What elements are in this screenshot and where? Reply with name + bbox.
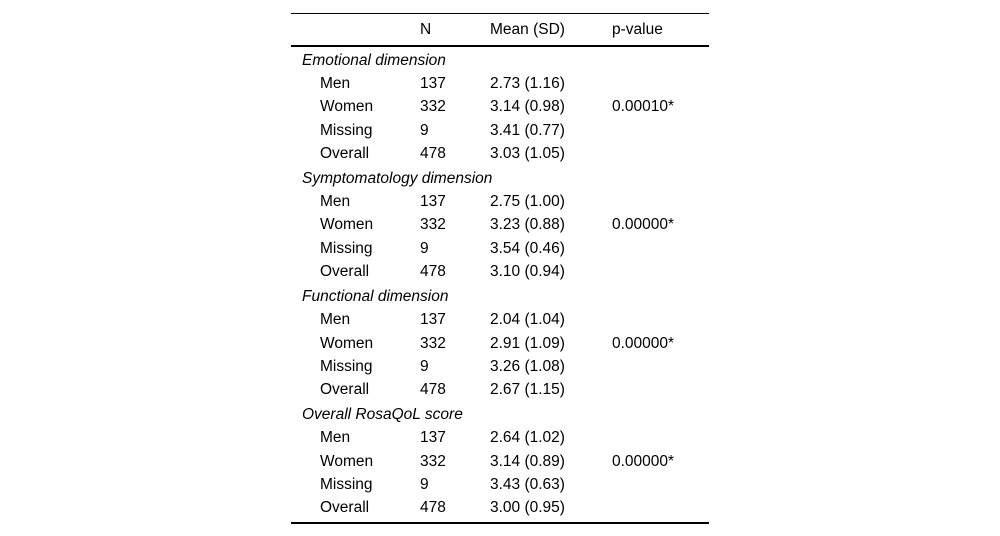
mean-sd-value: 2.91 (1.09): [490, 334, 565, 352]
mean-sd-value: 2.67 (1.15): [490, 381, 565, 399]
n-value: 137: [420, 193, 446, 211]
section-title: Overall RosaQoL score: [302, 406, 463, 424]
mean-sd-value: 3.54 (0.46): [490, 239, 565, 257]
row-label: Overall: [320, 144, 370, 162]
mean-sd-value: 3.23 (0.88): [490, 216, 565, 234]
row-label: Women: [320, 452, 374, 470]
row-label: Men: [320, 429, 351, 447]
row-label: Women: [320, 334, 374, 352]
row-label: Overall: [320, 263, 370, 280]
row-label: Missing: [320, 239, 373, 257]
table-row: Missing 9 3.26 (1.08): [291, 355, 709, 378]
table-row: Women 332 3.23 (0.88) 0.00000*: [291, 214, 709, 237]
table-body: Emotional dimension Men 137 2.73 (1.16) Wome…: [291, 47, 709, 522]
table-row: Overall 478 3.03 (1.05): [291, 142, 709, 165]
column-header-mean-sd: Mean (SD): [490, 20, 565, 38]
n-value: 137: [420, 429, 446, 447]
table-row: Overall 478 3.10 (0.94): [291, 260, 709, 283]
n-value: 332: [420, 216, 446, 234]
table-row: Women 332 3.14 (0.98) 0.00010*: [291, 96, 709, 119]
row-label: Women: [320, 98, 374, 116]
mean-sd-value: 2.04 (1.04): [490, 311, 565, 329]
n-value: 478: [420, 263, 446, 280]
row-label: Missing: [320, 357, 373, 375]
stats-table: N Mean (SD) p-value Emotional dimension M…: [291, 13, 709, 524]
table-row: Missing 9 3.43 (0.63): [291, 473, 709, 496]
n-value: 137: [420, 311, 446, 329]
p-value: 0.00000*: [612, 216, 675, 234]
mean-sd-value: 3.26 (1.08): [490, 357, 565, 375]
row-label: Women: [320, 216, 374, 234]
mean-sd-value: 3.03 (1.05): [490, 144, 565, 162]
p-value: 0.00000*: [612, 334, 675, 352]
n-value: 332: [420, 452, 446, 470]
p-value: 0.00000*: [612, 452, 675, 470]
n-value: 9: [420, 121, 429, 139]
p-value: 0.00010*: [612, 98, 675, 116]
table-row: Overall 478 3.00 (0.95): [291, 497, 709, 520]
row-label: Missing: [320, 476, 373, 494]
section-title: Symptomatology dimension: [302, 169, 493, 187]
n-value: 137: [420, 74, 446, 92]
table-row: Women 332 2.91 (1.09) 0.00000*: [291, 332, 709, 355]
table-row: Overall 478 2.67 (1.15): [291, 379, 709, 402]
row-label: Men: [320, 74, 351, 92]
n-value: 478: [420, 381, 446, 399]
row-label: Overall: [320, 381, 370, 399]
section-title: Emotional dimension: [302, 51, 446, 69]
row-label: Overall: [320, 499, 370, 517]
row-label: Men: [320, 193, 351, 211]
table-row: Men 137 2.73 (1.16): [291, 72, 709, 95]
section-title: Functional dimension: [302, 287, 449, 305]
n-value: 478: [420, 499, 446, 517]
row-label: Men: [320, 311, 351, 329]
mean-sd-value: 3.10 (0.94): [490, 263, 565, 280]
n-value: 332: [420, 98, 446, 116]
mean-sd-value: 3.14 (0.98): [490, 98, 565, 116]
n-value: 9: [420, 476, 429, 494]
column-header-n: N: [420, 20, 432, 38]
n-value: 478: [420, 144, 446, 162]
mean-sd-value: 3.41 (0.77): [490, 121, 565, 139]
table-row: Men 137 2.75 (1.00): [291, 190, 709, 213]
n-value: 332: [420, 334, 446, 352]
mean-sd-value: 3.43 (0.63): [490, 476, 565, 494]
table-row: Men 137 2.04 (1.04): [291, 309, 709, 332]
table-row: Men 137 2.64 (1.02): [291, 427, 709, 450]
n-value: 9: [420, 357, 429, 375]
mean-sd-value: 3.00 (0.95): [490, 499, 565, 517]
table-header-row: N Mean (SD) p-value: [291, 14, 709, 47]
table-row: Women 332 3.14 (0.89) 0.00000*: [291, 450, 709, 473]
row-label: Missing: [320, 121, 373, 139]
mean-sd-value: 2.73 (1.16): [490, 74, 565, 92]
table-row: Missing 9 3.41 (0.77): [291, 119, 709, 142]
mean-sd-value: 2.75 (1.00): [490, 193, 565, 211]
mean-sd-value: 3.14 (0.89): [490, 452, 565, 470]
n-value: 9: [420, 239, 429, 257]
table-row: Missing 9 3.54 (0.46): [291, 237, 709, 260]
column-header-p-value: p-value: [612, 20, 663, 38]
mean-sd-value: 2.64 (1.02): [490, 429, 565, 447]
